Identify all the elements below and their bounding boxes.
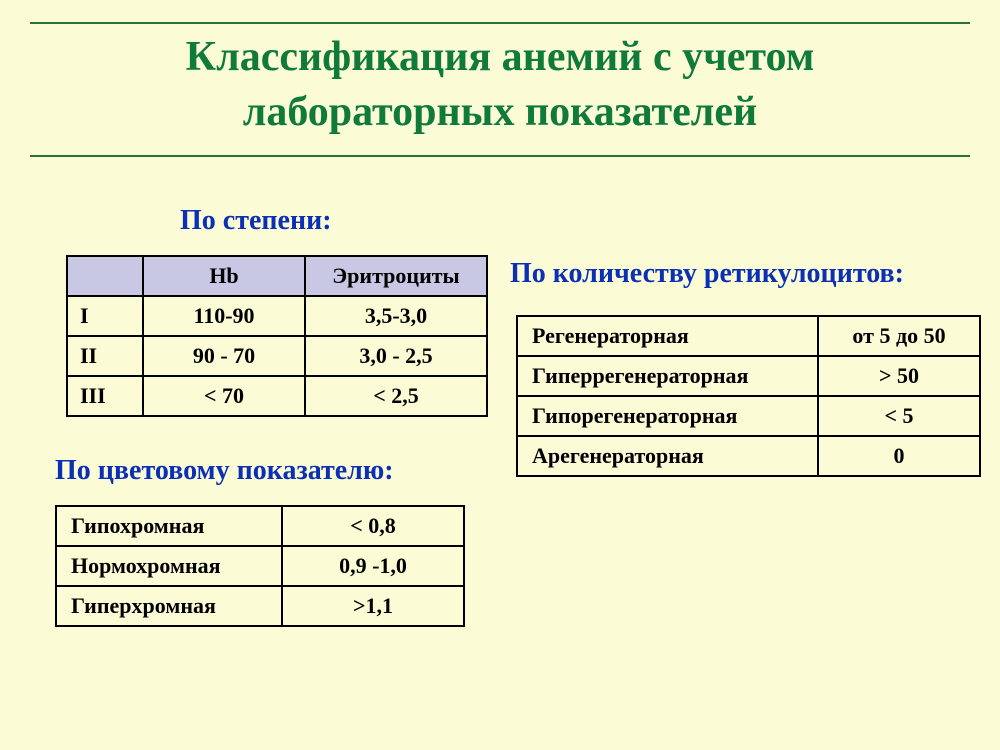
table-cell: 3,0 - 2,5 (305, 336, 487, 376)
subhead-color: По цветовому показателю: (55, 455, 394, 487)
table-cell: 0 (818, 436, 980, 476)
table-cell: > 50 (818, 356, 980, 396)
table-cell: 3,5-3,0 (305, 296, 487, 336)
table-cell: < 0,8 (282, 506, 464, 546)
table-cell: < 5 (818, 396, 980, 436)
table-header-cell: Эритроциты (305, 256, 487, 296)
table-header-cell: Hb (143, 256, 305, 296)
table-cell: < 70 (143, 376, 305, 416)
subhead-retic: По количеству ретикулоцитов: (510, 258, 904, 290)
table-cell: I (67, 296, 143, 336)
table-cell: Гипохромная (56, 506, 282, 546)
table-cell: Гиперхромная (56, 586, 282, 626)
page-title: Классификация анемий с учетом лабораторн… (60, 30, 940, 139)
table-cell: 0,9 -1,0 (282, 546, 464, 586)
table-cell: Гипорегенераторная (517, 396, 818, 436)
subhead-degree: По степени: (180, 205, 332, 237)
table-cell: Арегенераторная (517, 436, 818, 476)
title-rule-bottom (30, 155, 970, 157)
table-cell: Нормохромная (56, 546, 282, 586)
table-cell: Регенераторная (517, 316, 818, 356)
table-cell: III (67, 376, 143, 416)
table-cell: >1,1 (282, 586, 464, 626)
table-cell: < 2,5 (305, 376, 487, 416)
table-cell: 90 - 70 (143, 336, 305, 376)
table-cell: II (67, 336, 143, 376)
table-header-cell (67, 256, 143, 296)
table-cell: Гиперрегенераторная (517, 356, 818, 396)
table-cell: от 5 до 50 (818, 316, 980, 356)
title-rule-top (30, 22, 970, 24)
table-degree: Hb Эритроциты I 110-90 3,5-3,0 II 90 - 7… (66, 255, 488, 417)
table-color: Гипохромная < 0,8 Нормохромная 0,9 -1,0 … (55, 505, 465, 627)
table-cell: 110-90 (143, 296, 305, 336)
table-retic: Регенераторная от 5 до 50 Гиперрегенерат… (516, 315, 981, 477)
